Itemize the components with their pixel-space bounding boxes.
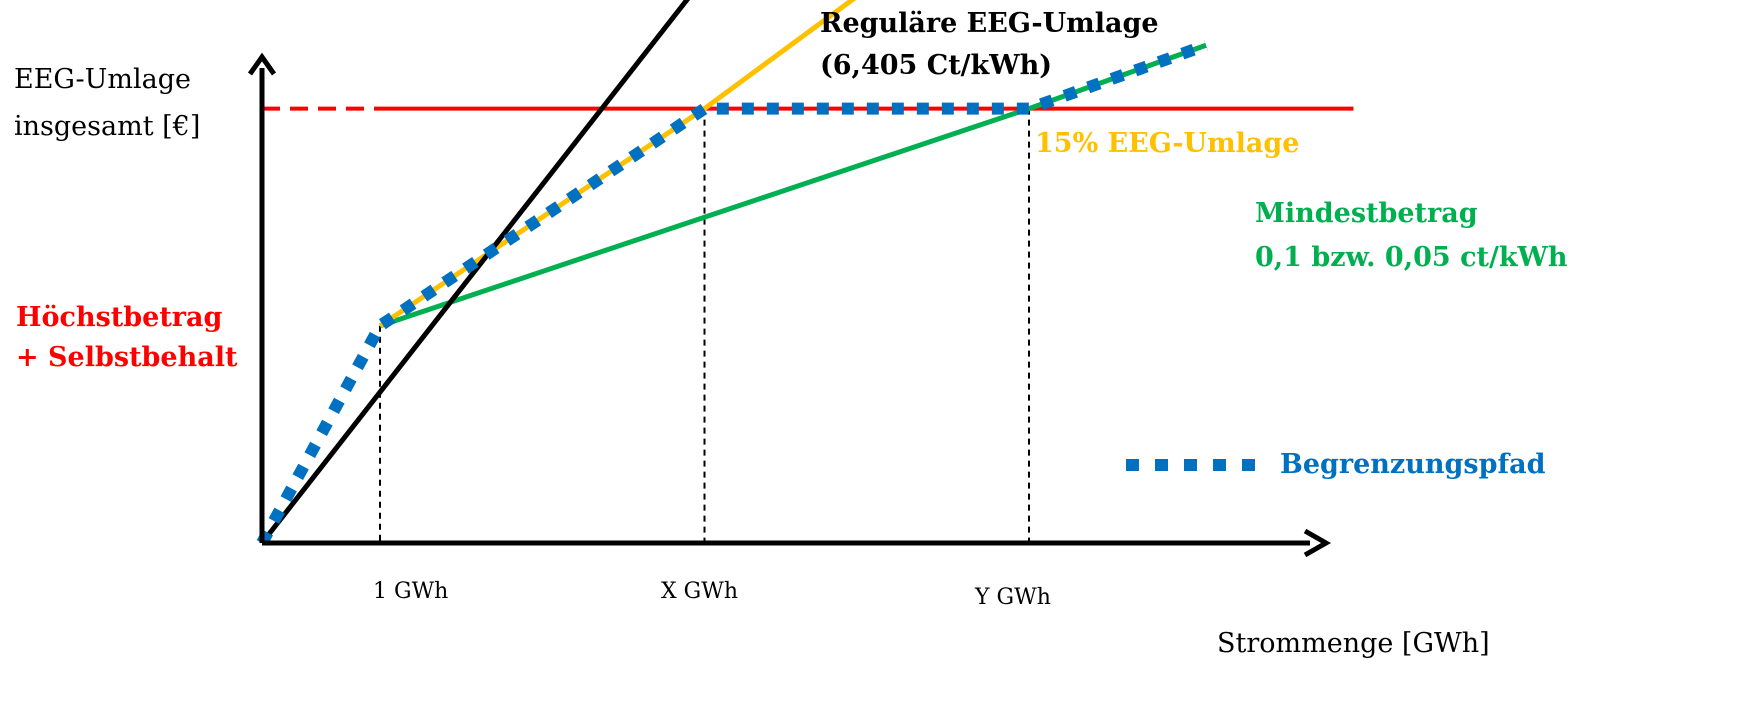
series-pfad bbox=[256, 39, 1209, 546]
series-mindest bbox=[379, 42, 1207, 329]
series-regular bbox=[260, 0, 690, 545]
x-axis-title: Strommenge [GWh] bbox=[1217, 628, 1490, 659]
y-axis-title-line-2: insgesamt [€] bbox=[14, 111, 200, 142]
label-mindest-line-1: Mindestbetrag bbox=[1255, 198, 1478, 229]
label-mindest-line-2: 0,1 bzw. 0,05 ct/kWh bbox=[1255, 242, 1568, 273]
x-tick-label-x: X GWh bbox=[661, 579, 738, 604]
label-hoechst-line-1: Höchstbetrag bbox=[16, 302, 223, 333]
x-droplines bbox=[379, 108, 1030, 543]
series-layer bbox=[256, 0, 1354, 546]
x-tick-label-1: 1 GWh bbox=[373, 579, 448, 604]
label-hoechst-line-2: + Selbstbehalt bbox=[16, 342, 238, 373]
label-regular-line-2: (6,405 Ct/kWh) bbox=[820, 50, 1052, 81]
y-axis-arrow-icon bbox=[247, 52, 277, 76]
x-axis-arrow-icon bbox=[1303, 528, 1332, 558]
y-axis-title-line-1: EEG-Umlage bbox=[14, 64, 191, 95]
legend-pfad-label: Begrenzungspfad bbox=[1280, 449, 1546, 480]
label-fifteen: 15% EEG-Umlage bbox=[1035, 128, 1299, 159]
label-regular-line-1: Reguläre EEG-Umlage bbox=[820, 8, 1159, 39]
x-tick-label-y: Y GWh bbox=[974, 585, 1051, 610]
